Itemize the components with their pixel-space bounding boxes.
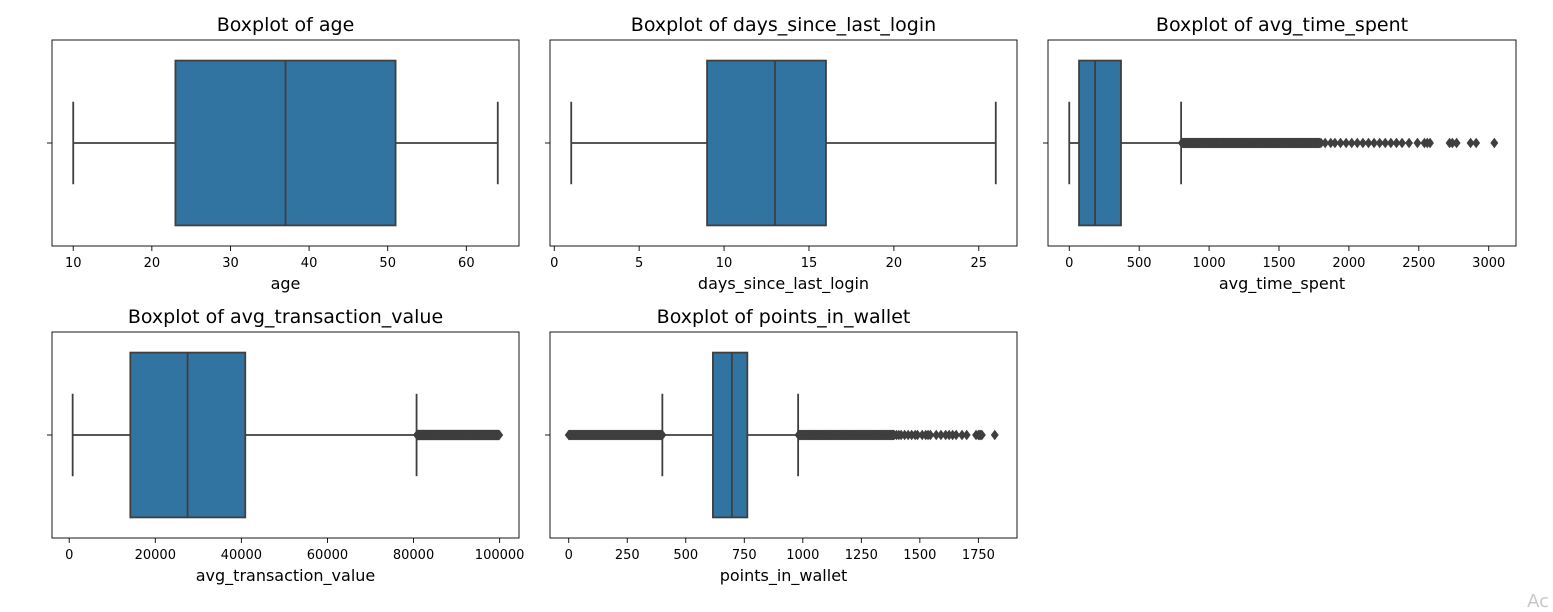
x-tick-label: 80000 bbox=[393, 548, 434, 563]
x-tick-label: 1000 bbox=[786, 548, 819, 563]
chart-panel: Boxplot of avg_time_spent 0 500 1000 1500 200… bbox=[1043, 14, 1517, 294]
outlier-point bbox=[1392, 137, 1401, 149]
outlier-point bbox=[1490, 137, 1499, 149]
chart-panel: Boxplot of avg_transaction_value 0 20000 40… bbox=[47, 306, 524, 586]
x-tick-label: 50 bbox=[379, 256, 396, 271]
x-tick-label: 5 bbox=[635, 256, 643, 271]
x-tick-label: 20 bbox=[144, 256, 161, 271]
x-tick-label: 2500 bbox=[1402, 256, 1435, 271]
chart-title: Boxplot of age bbox=[217, 14, 355, 36]
iqr-box bbox=[712, 351, 749, 519]
x-tick-label: 1500 bbox=[1262, 256, 1295, 271]
outlier-point bbox=[962, 429, 971, 441]
outlier-point bbox=[1398, 137, 1407, 149]
iqr-box bbox=[706, 59, 827, 227]
x-tick-label: 1750 bbox=[962, 548, 995, 563]
outlier-point bbox=[1342, 137, 1351, 149]
x-axis-label: points_in_wallet bbox=[720, 566, 848, 586]
x-tick-label: 500 bbox=[673, 548, 698, 563]
outlier-point bbox=[952, 429, 961, 441]
outlier-point bbox=[1364, 137, 1373, 149]
x-tick-label: 60 bbox=[458, 256, 475, 271]
x-tick-label: 60000 bbox=[307, 548, 348, 563]
outlier-point bbox=[1375, 137, 1384, 149]
outlier-point bbox=[1405, 137, 1414, 149]
outlier-point bbox=[495, 429, 504, 441]
chart-panel: Boxplot of points_in_wallet 0 250 500 750 100… bbox=[545, 306, 1018, 586]
outlier-point bbox=[1358, 137, 1367, 149]
chart-title: Boxplot of days_since_last_login bbox=[631, 14, 936, 36]
outlier-point bbox=[1472, 137, 1481, 149]
x-tick-label: 30 bbox=[222, 256, 239, 271]
outlier-point bbox=[1452, 137, 1461, 149]
x-tick-label: 20 bbox=[886, 256, 903, 271]
x-tick-label: 1000 bbox=[1193, 256, 1226, 271]
outlier-point bbox=[1466, 137, 1475, 149]
outlier-point bbox=[1336, 137, 1345, 149]
outlier-point bbox=[926, 429, 935, 441]
x-tick-label: 1250 bbox=[845, 548, 878, 563]
outlier-point bbox=[977, 429, 986, 441]
x-tick-label: 40000 bbox=[221, 548, 262, 563]
chart-title: Boxplot of avg_time_spent bbox=[1156, 14, 1408, 36]
x-axis-label: age bbox=[271, 274, 301, 293]
x-tick-label: 250 bbox=[615, 548, 640, 563]
x-tick-label: 20000 bbox=[135, 548, 176, 563]
x-tick-label: 0 bbox=[65, 548, 73, 563]
iqr-box bbox=[1078, 59, 1122, 227]
x-tick-label: 10 bbox=[716, 256, 733, 271]
x-tick-label: 500 bbox=[1127, 256, 1152, 271]
outlier-point bbox=[1370, 137, 1379, 149]
outlier-point bbox=[1330, 137, 1339, 149]
outlier-point bbox=[1353, 137, 1362, 149]
chart-panel: Boxplot of days_since_last_login 0 5 10 15 20… bbox=[545, 14, 1018, 294]
outlier-point bbox=[658, 429, 667, 441]
x-tick-label: 10 bbox=[65, 256, 82, 271]
outlier-point bbox=[1386, 137, 1395, 149]
outlier-point bbox=[990, 429, 999, 441]
outlier-point bbox=[1426, 137, 1434, 149]
watermark: Ac bbox=[1527, 591, 1549, 612]
x-axis-label: avg_time_spent bbox=[1219, 274, 1345, 294]
x-tick-label: 15 bbox=[801, 256, 818, 271]
x-tick-label: 40 bbox=[301, 256, 318, 271]
chart-panel: Boxplot of age 10 20 30 40 50 60 age bbox=[47, 14, 520, 293]
outlier-point bbox=[1321, 137, 1330, 149]
x-axis-label: avg_transaction_value bbox=[196, 566, 376, 586]
x-tick-label: 2000 bbox=[1332, 256, 1365, 271]
x-tick-label: 3000 bbox=[1472, 256, 1505, 271]
x-tick-label: 750 bbox=[732, 548, 757, 563]
x-tick-label: 0 bbox=[565, 548, 573, 563]
outlier-point bbox=[1413, 137, 1422, 149]
x-tick-label: 1500 bbox=[903, 548, 936, 563]
x-axis-label: days_since_last_login bbox=[698, 274, 869, 294]
x-tick-label: 100000 bbox=[475, 548, 525, 563]
x-tick-label: 0 bbox=[550, 256, 558, 271]
chart-title: Boxplot of points_in_wallet bbox=[657, 306, 911, 328]
outlier-point bbox=[1347, 137, 1356, 149]
outlier-point bbox=[1381, 137, 1390, 149]
x-tick-label: 25 bbox=[971, 256, 988, 271]
x-tick-label: 0 bbox=[1065, 256, 1073, 271]
chart-title: Boxplot of avg_transaction_value bbox=[128, 306, 443, 328]
